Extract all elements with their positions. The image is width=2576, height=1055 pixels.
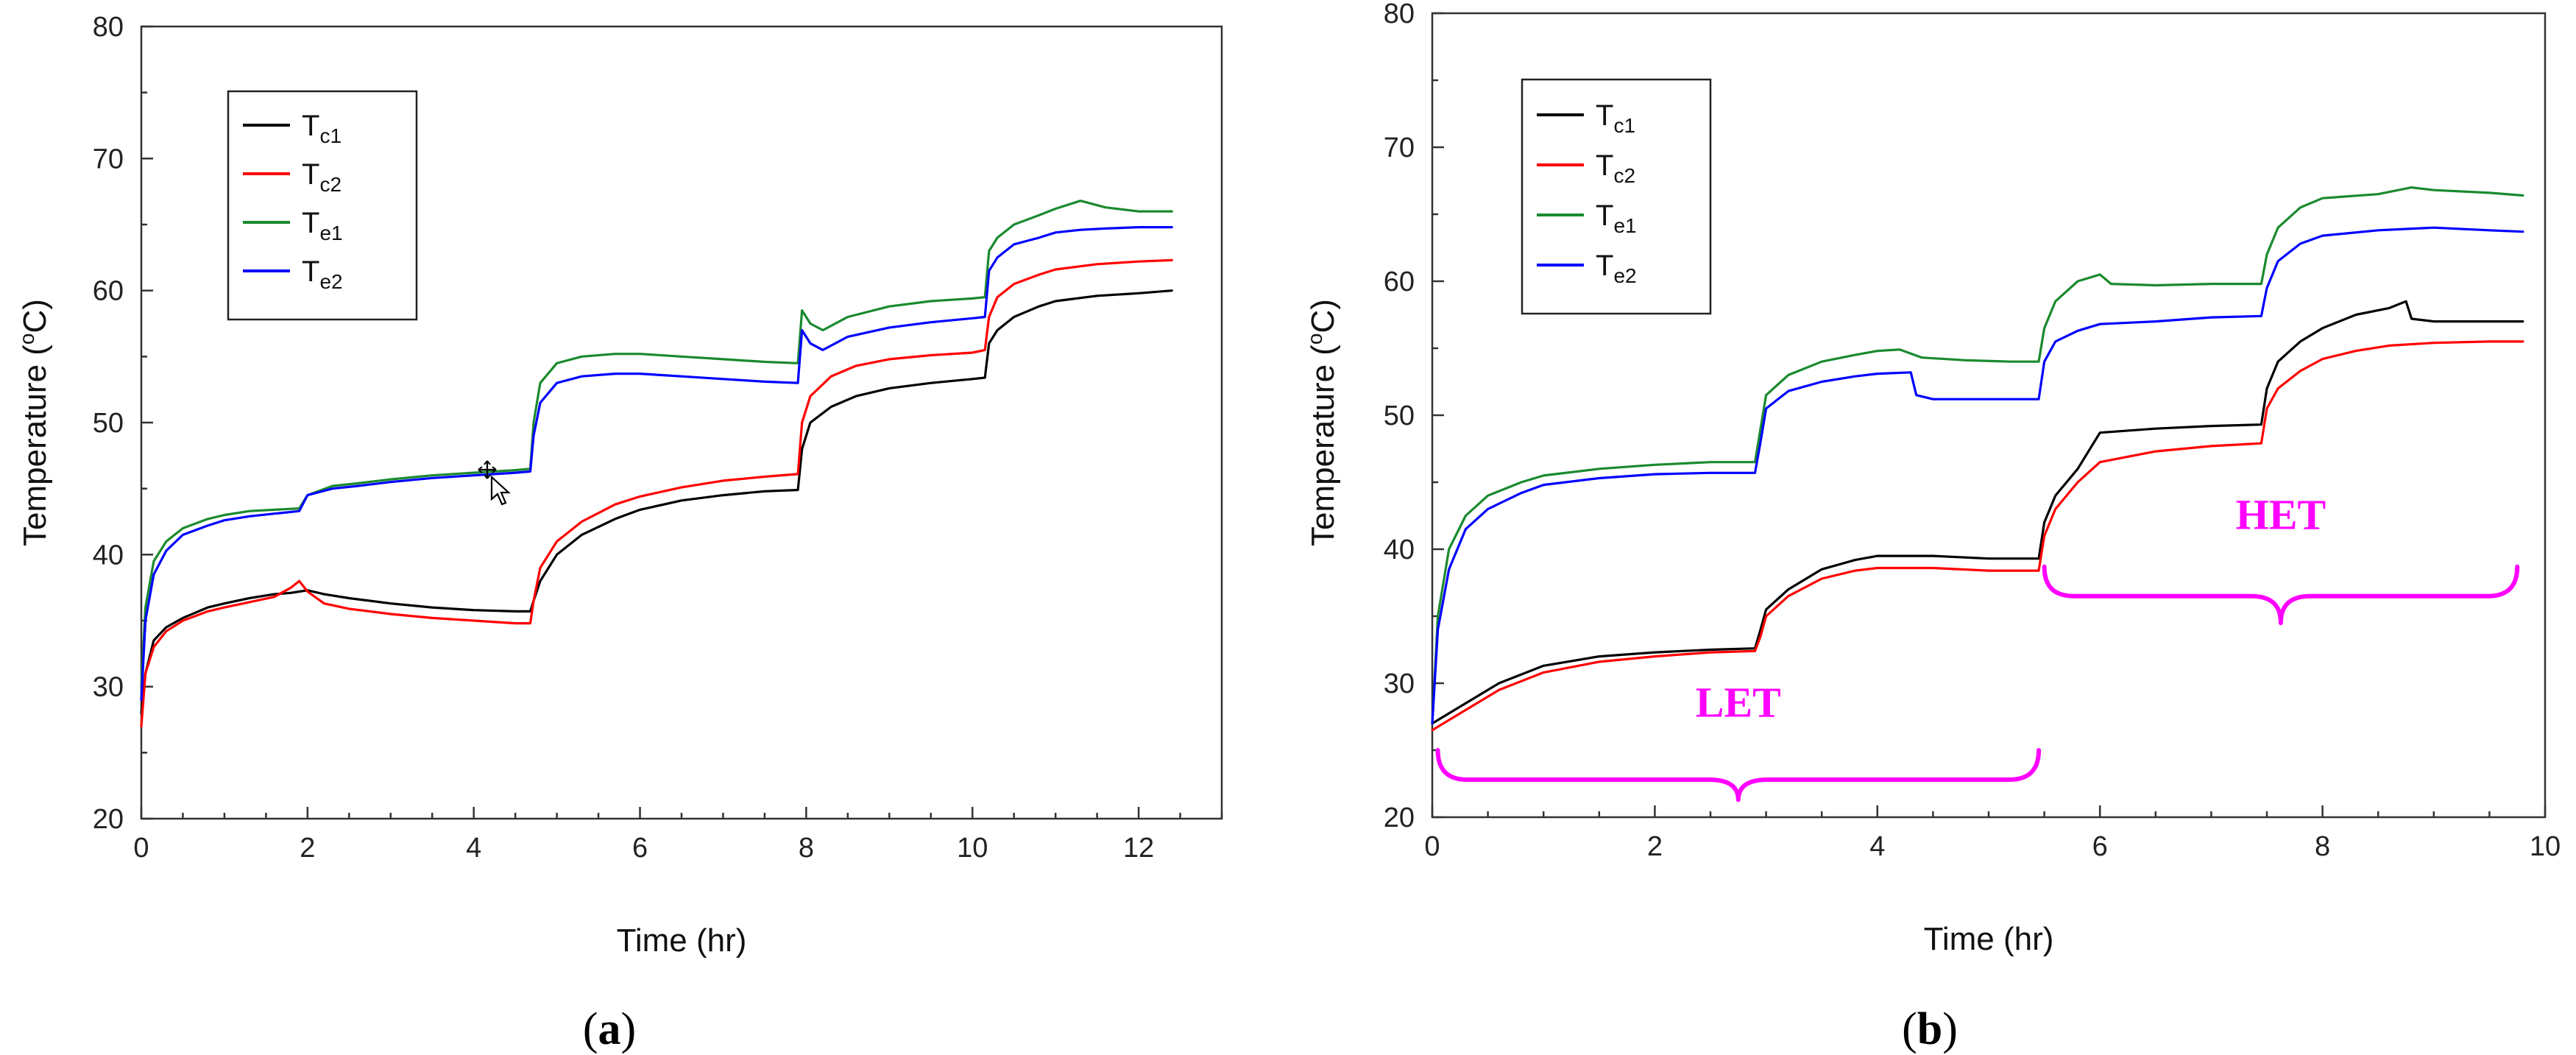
chart-a-legend-label: Tc1	[302, 110, 342, 147]
chart-b-xtick-label: 8	[2315, 831, 2330, 862]
chart-b-legend-box	[1521, 78, 1712, 315]
chart-b-xtick-label: 2	[1647, 831, 1663, 862]
chart-a: 0 2 4 6 8 10 12 20 30 40 50 60 70 80 Tc1 Tc2 Te1 Te2 Tim…	[15, 12, 1223, 1054]
chart-a-xlabel: Time (hr)	[617, 922, 747, 959]
chart-b-series	[1431, 186, 2524, 732]
annotation-bracket-het	[2042, 564, 2520, 626]
chart-a-ylabel: Temperature (oC)	[15, 299, 53, 546]
chart-b-ticks	[1431, 12, 2547, 819]
chart-b-ytick-label: 30	[1384, 668, 1415, 699]
chart-a-ytick-label: 70	[93, 144, 124, 174]
chart-a-ytick-label: 40	[93, 540, 124, 571]
chart-b-ytick-label: 60	[1384, 267, 1415, 297]
chart-b-series-te1	[1431, 186, 2524, 725]
chart-a-ytick-label: 60	[93, 276, 124, 307]
chart-a-series-te2	[140, 226, 1173, 702]
mouse-cursor-icon	[478, 460, 511, 506]
chart-a-legend-label: Tc2	[302, 158, 342, 196]
chart-a-series-te1	[140, 200, 1173, 688]
chart-b-series-tc1	[1431, 300, 2524, 725]
chart-b-legend-label: Tc1	[1596, 99, 1635, 137]
chart-b-ytick-label: 50	[1384, 401, 1415, 431]
chart-b-legend-label: Te1	[1596, 200, 1637, 237]
chart-a-ytick-label: 30	[93, 672, 124, 703]
annotation-label-let: LET	[1696, 679, 1781, 727]
chart-a-legend-box	[227, 90, 418, 321]
chart-b: 0 2 4 6 8 10 20 30 40 50 60 70 80 Tc1 Tc2 Te1 Te2 LET HE…	[1303, 0, 2561, 1054]
chart-b-ytick-label: 40	[1384, 534, 1415, 565]
chart-a-xtick-label: 4	[466, 833, 481, 864]
chart-a-xtick-label: 12	[1123, 833, 1154, 864]
annotation-label-het: HET	[2236, 491, 2326, 539]
chart-a-ytick-label: 80	[93, 12, 124, 43]
chart-b-xtick-label: 4	[1869, 831, 1885, 862]
chart-b-tick-labels: 0 2 4 6 8 10 20 30 40 50 60 70 80	[1384, 0, 2561, 862]
chart-a-legend-label: Te2	[302, 255, 343, 293]
chart-a-ticks	[140, 25, 1223, 820]
chart-a-series-tc2	[140, 258, 1173, 728]
panel-label-a: (a)	[583, 1004, 636, 1054]
chart-b-ytick-label: 20	[1384, 802, 1415, 833]
chart-b-xlabel: Time (hr)	[1924, 921, 2054, 957]
chart-b-legend: Tc1 Tc2 Te1 Te2	[1521, 78, 1712, 315]
chart-b-legend-label: Te2	[1596, 250, 1637, 287]
chart-a-legend-items: Tc1 Tc2 Te1 Te2	[243, 110, 343, 293]
chart-b-xtick-label: 10	[2530, 831, 2561, 862]
chart-b-legend-items: Tc1 Tc2 Te1 Te2	[1537, 99, 1637, 287]
chart-a-xtick-label: 0	[133, 833, 149, 864]
chart-a-tick-labels: 0 2 4 6 8 10 12 20 30 40 50 60 70 80	[93, 12, 1154, 864]
chart-b-series-te2	[1431, 226, 2524, 725]
chart-a-series-tc1	[140, 289, 1173, 715]
chart-b-legend-label: Tc2	[1596, 149, 1635, 187]
chart-a-xtick-label: 8	[799, 833, 814, 864]
chart-a-ytick-label: 50	[93, 408, 124, 439]
panel-label-b: (b)	[1902, 1004, 1958, 1054]
chart-b-annotations: LET HET	[1435, 491, 2520, 802]
chart-a-xtick-label: 6	[632, 833, 648, 864]
annotation-bracket-let	[1435, 748, 2042, 802]
chart-a-series	[140, 200, 1173, 728]
chart-b-ytick-label: 70	[1384, 133, 1415, 163]
chart-a-legend-label: Te1	[302, 207, 343, 244]
chart-a-ytick-label: 20	[93, 804, 124, 835]
chart-a-xtick-label: 10	[957, 833, 988, 864]
chart-b-series-tc2	[1431, 340, 2524, 732]
chart-b-xtick-label: 6	[2092, 831, 2108, 862]
chart-b-ytick-label: 80	[1384, 0, 1415, 29]
chart-b-ylabel: Temperature (oC)	[1303, 299, 1341, 546]
chart-b-xtick-label: 0	[1424, 831, 1440, 862]
chart-a-xtick-label: 2	[300, 833, 315, 864]
chart-a-legend: Tc1 Tc2 Te1 Te2	[227, 90, 418, 321]
